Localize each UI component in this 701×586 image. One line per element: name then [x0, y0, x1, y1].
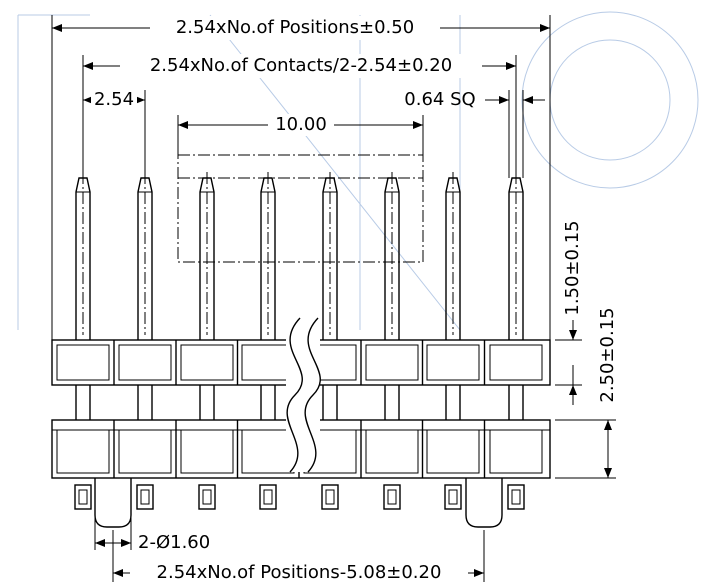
break-line [286, 317, 303, 473]
pin-stub [259, 484, 277, 510]
peg [94, 478, 132, 528]
pin-stub [444, 484, 462, 510]
cell [118, 344, 172, 381]
pin-stub [387, 489, 397, 505]
dim-label: 10.00 [275, 114, 327, 135]
dim-label: 0.64 SQ [404, 89, 475, 110]
dim-label: 2.50±0.15 [597, 307, 618, 402]
cell [489, 429, 543, 474]
cell [426, 429, 480, 474]
cell [118, 429, 172, 474]
pin-stub [321, 484, 339, 510]
cell [426, 344, 480, 381]
connector [51, 172, 551, 528]
dim-label: 1.50±0.15 [562, 220, 583, 315]
pin-stub [383, 484, 401, 510]
cell [365, 344, 419, 381]
pin-stub [511, 489, 521, 505]
cell [56, 429, 110, 474]
pin-stub [325, 489, 335, 505]
dim-label: 2.54xNo.of Positions-5.08±0.20 [157, 562, 442, 583]
pin-stub [78, 489, 88, 505]
pin-stub [507, 484, 525, 510]
pin-stub [263, 489, 273, 505]
dim-label: 2.54xNo.of Positions±0.50 [176, 17, 414, 38]
pin-stub [140, 489, 150, 505]
cell [56, 344, 110, 381]
break-line [304, 317, 321, 473]
pin-stub [136, 484, 154, 510]
pin-stub [74, 484, 92, 510]
cell [365, 429, 419, 474]
pin-stub [448, 489, 458, 505]
cell [180, 344, 234, 381]
dim-label: 2-Ø1.60 [138, 532, 210, 553]
cell [489, 344, 543, 381]
cell [180, 429, 234, 474]
dimensions: 2.54xNo.of Positions±0.50 2.54xNo.of Con… [51, 15, 618, 584]
dim-label: 2.54 [94, 89, 134, 110]
dim-label: 2.54xNo.of Contacts/2-2.54±0.20 [150, 55, 452, 76]
pin-stub [202, 489, 212, 505]
peg [465, 478, 503, 528]
pin-stub [198, 484, 216, 510]
